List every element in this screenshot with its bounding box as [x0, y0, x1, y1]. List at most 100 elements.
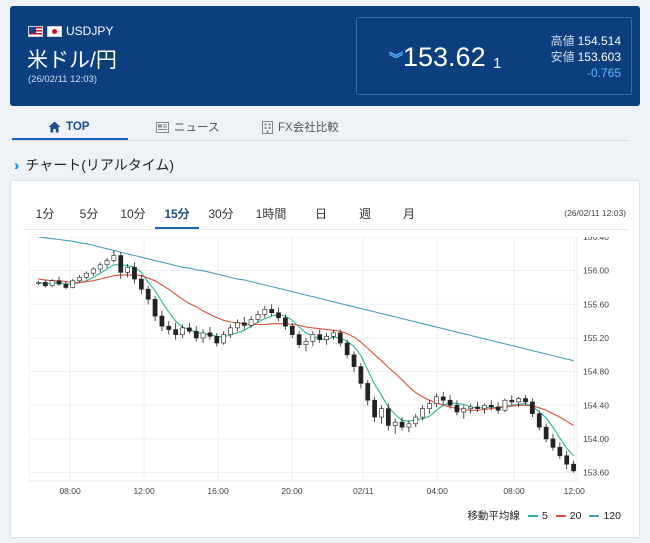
interval-1min[interactable]: 1分	[35, 207, 55, 221]
candle-body	[550, 438, 556, 448]
candle-body	[228, 327, 233, 335]
candle-body	[358, 366, 364, 384]
double-chevron-down-icon: ︾	[389, 51, 403, 67]
active-tab-indicator	[12, 138, 128, 140]
candle-body	[125, 266, 130, 273]
x-tick-label: 12:00	[133, 486, 155, 496]
candle-body	[104, 260, 110, 266]
high-value: 154.514	[577, 34, 621, 48]
candle-body	[564, 455, 570, 465]
japan-flag-icon	[47, 25, 62, 37]
candle-body	[372, 399, 377, 418]
candle-body	[447, 399, 453, 406]
y-tick-label: 155.60	[583, 299, 609, 309]
legend-item-ma120: 120	[589, 510, 621, 522]
candlestick-chart[interactable]: 156.40 156.00 155.60 155.20 154.80 154.40 154.…	[29, 237, 631, 499]
high-label: 高値	[550, 34, 575, 48]
building-icon	[262, 120, 273, 134]
candle-body	[488, 404, 494, 408]
candle-body	[406, 423, 412, 428]
ma-line-120	[38, 237, 574, 362]
interval-30min[interactable]: 30分	[208, 207, 234, 221]
x-tick-label: 16:00	[207, 486, 229, 496]
candle-body	[269, 309, 275, 314]
candle-body	[433, 396, 439, 404]
chart-legend: 移動平均線 5 20 120	[467, 508, 621, 523]
candle-body	[235, 322, 240, 329]
candle-body	[571, 463, 576, 472]
pair-name: 米ドル/円	[27, 49, 117, 72]
candle-body	[468, 406, 474, 409]
candle-body	[523, 398, 528, 403]
candle-body	[187, 327, 192, 332]
candle-body	[324, 335, 329, 340]
candle-body	[454, 404, 460, 413]
candle-body	[331, 332, 336, 337]
candle-body	[166, 325, 172, 330]
candle-body	[97, 264, 103, 270]
interval-month[interactable]: 月	[402, 207, 415, 221]
x-tick-label: 08:00	[503, 486, 525, 496]
candle-body	[557, 447, 563, 457]
candle-body	[289, 325, 295, 335]
y-tick-label: 155.20	[583, 333, 609, 343]
legend-label-ma120: 120	[603, 509, 621, 522]
interval-1hour[interactable]: 1時間	[255, 207, 287, 221]
candle-body	[303, 341, 309, 345]
low-value: 153.603	[577, 50, 621, 64]
candle-body	[344, 342, 350, 356]
x-tick-label: 04:00	[427, 486, 449, 496]
pair-code-row: USDJPY	[28, 24, 113, 38]
chart-card: 1分 5分 10分 15分 30分 1時間 日 週 月 (26/02/11 12…	[10, 180, 640, 538]
interval-selector: 1分 5分 10分 15分 30分 1時間 日 週 月	[23, 203, 431, 229]
candle-body	[536, 413, 542, 428]
chart-section-title: ›› チャート(リアルタイム)	[14, 155, 174, 175]
candle-body	[337, 332, 343, 344]
candle-body	[152, 298, 158, 317]
tab-fx-compare[interactable]: FX会社比較	[262, 114, 339, 140]
y-tick-label: 154.40	[583, 400, 609, 410]
candle-body	[214, 335, 220, 344]
interval-5min[interactable]: 5分	[79, 207, 99, 221]
candle-body	[221, 334, 227, 344]
tab-top[interactable]: TOP	[48, 114, 89, 140]
candle-body	[392, 421, 398, 426]
candle-body	[200, 332, 206, 339]
candle-body	[255, 314, 261, 320]
y-tick-label: 156.00	[583, 266, 609, 276]
pair-code: USDJPY	[66, 24, 114, 38]
candle-body	[49, 280, 55, 287]
y-tick-label: 154.80	[583, 367, 609, 377]
candle-body	[63, 283, 69, 288]
price-change: -0.765	[586, 66, 621, 80]
candle-body	[262, 309, 268, 315]
tab-news[interactable]: ニュース	[156, 114, 219, 140]
main-tabs: TOP ニュース FX会社比較	[12, 114, 630, 141]
double-chevron-right-icon: ››	[14, 157, 21, 173]
candle-body	[132, 266, 137, 280]
candle-body	[193, 330, 199, 339]
y-tick-label: 153.60	[583, 468, 609, 478]
candle-body	[159, 315, 165, 327]
candle-body	[207, 332, 213, 337]
price-last-digit: 1	[493, 55, 502, 72]
candle-body	[42, 282, 48, 287]
x-tick-label: 08:00	[59, 486, 81, 496]
interval-day[interactable]: 日	[314, 207, 327, 221]
low-label: 安値	[550, 50, 575, 64]
candle-body	[482, 404, 487, 409]
newspaper-icon	[156, 121, 169, 133]
x-tick-label: 20:00	[281, 486, 303, 496]
interval-week[interactable]: 週	[358, 207, 371, 221]
candle-body	[90, 268, 96, 274]
tab-top-label: TOP	[66, 121, 90, 133]
header-timestamp: (26/02/11 12:03)	[28, 74, 98, 85]
x-tick-label: 02/11	[353, 486, 374, 496]
rate-header: USDJPY 米ドル/円 (26/02/11 12:03) ︾ 153.62 1…	[10, 6, 640, 106]
price-box: ︾ 153.62 1 高値 154.514 安値 153.603 -0.765	[356, 17, 632, 95]
legend-swatch-ma5	[527, 514, 538, 517]
interval-15min[interactable]: 15分	[155, 203, 199, 229]
candle-body	[475, 406, 480, 409]
interval-10min[interactable]: 10分	[120, 207, 146, 221]
candle-body	[351, 354, 357, 367]
